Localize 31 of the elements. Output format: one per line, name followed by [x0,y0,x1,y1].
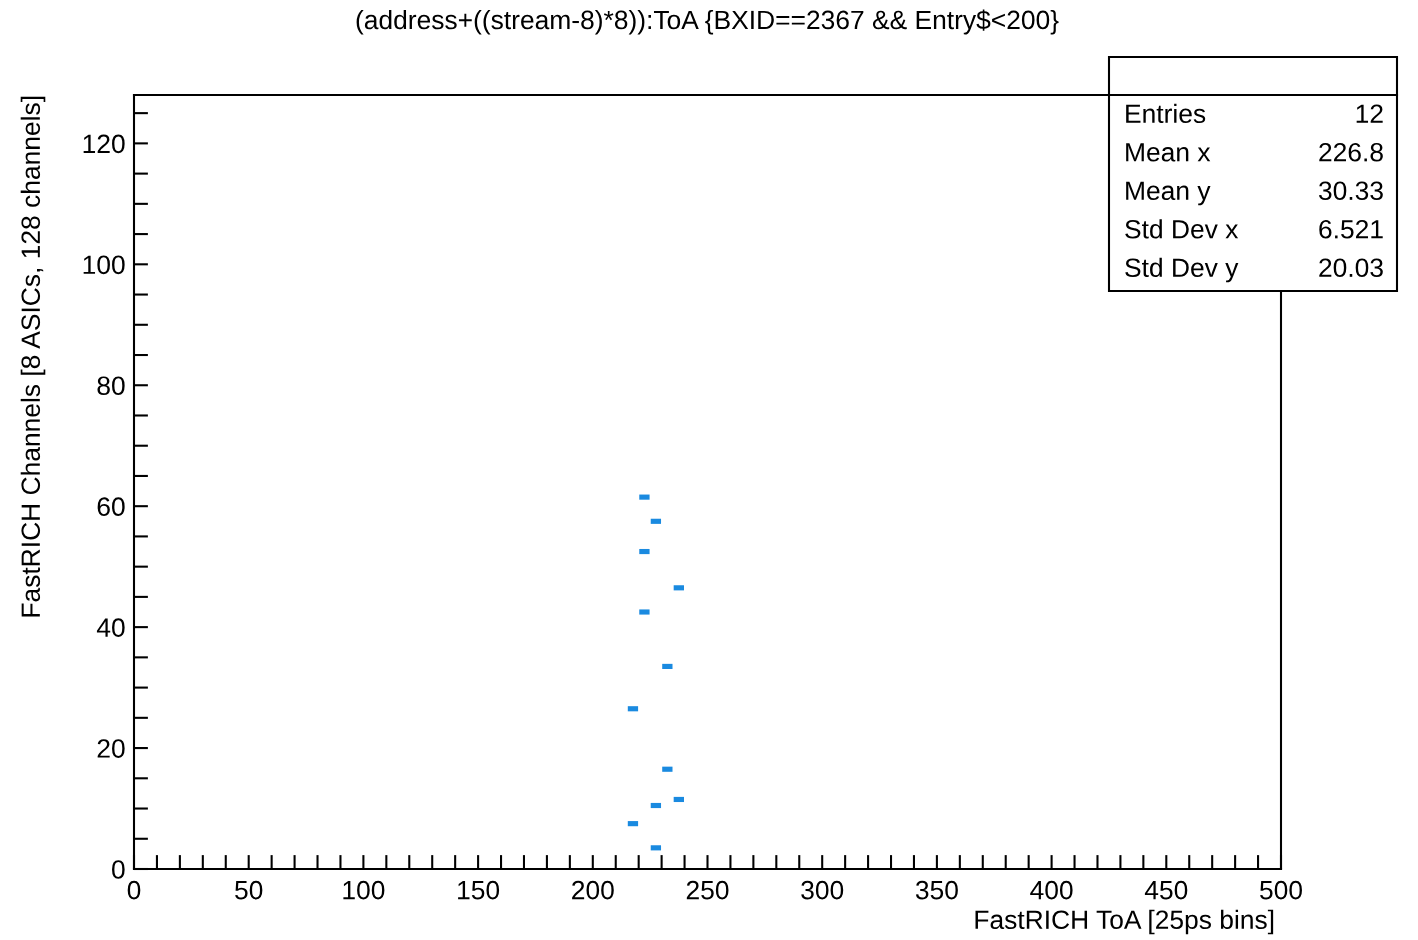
y-tick-label: 40 [96,618,125,637]
annotation: Entries [1126,103,1206,124]
x-tick-label: 500 [1260,880,1302,900]
x-axis-title: FastRICH ToA [25ps bins] [975,909,1274,935]
text: 12 [1356,104,1383,123]
text: 30.33 [1318,181,1383,201]
text: 226.8 [1319,142,1383,162]
annotation: Mean x [1126,143,1211,162]
annotation: Std Dev x [1125,219,1239,239]
y-tick-label: 0 [112,860,125,879]
x-tick-label: 300 [801,880,844,900]
y-axis-title: FastRICH Channels [8 ASICs, 128 channels] [20,96,46,617]
x-tick-label: 250 [686,880,729,900]
x-tick-label: 0 [127,880,141,900]
y-tick-label: 20 [97,739,125,758]
y-tick-label: 80 [97,376,125,396]
y-tick-label: 60 [97,497,125,517]
y-tick-label: 120 [83,134,125,154]
annotation: Mean y [1126,181,1211,206]
text: 6.521 [1319,219,1383,239]
annotation: Std Dev y [1125,257,1239,283]
text: 20.03 [1319,258,1383,278]
x-tick-label: 200 [572,880,614,900]
x-tick-label: 350 [915,880,958,900]
y-tick-label: 100 [83,255,125,275]
x-tick-label: 150 [458,880,500,900]
chart-title: (address+((stream-8)*8)):ToA {BXID==2367 && Entry$<200} [356,9,1059,35]
x-tick-label: 100 [343,880,385,900]
x-tick-label: 400 [1030,880,1073,900]
x-tick-label: 450 [1144,880,1188,900]
x-tick-label: 50 [235,880,263,900]
